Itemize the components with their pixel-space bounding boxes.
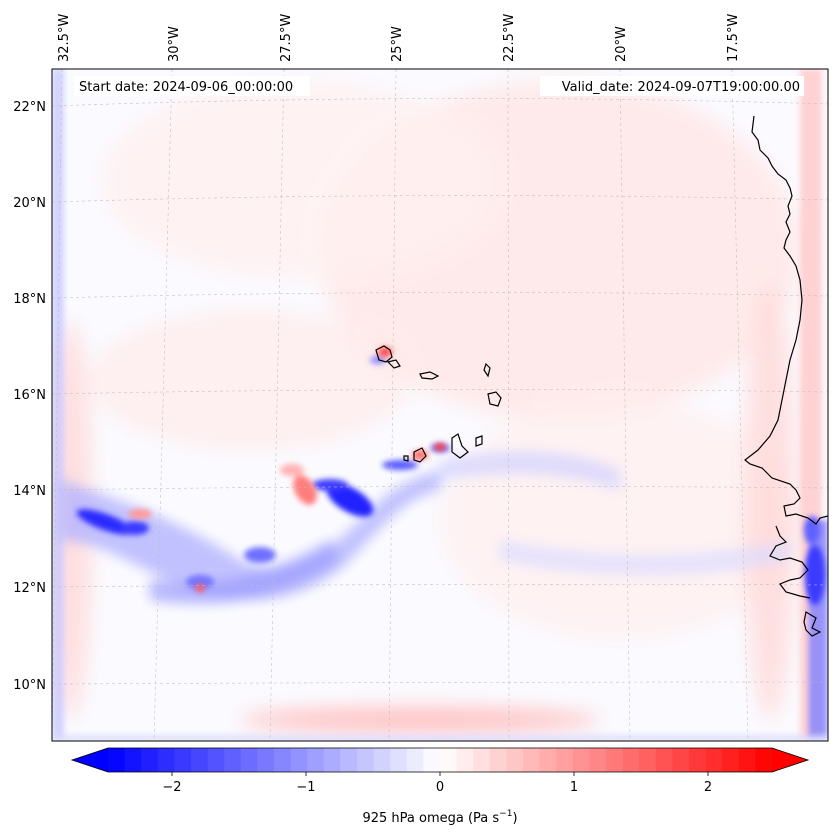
colorbar-segment (639, 748, 657, 772)
colorbar-extend-max (772, 748, 808, 772)
lat-labels: 22°N 20°N 18°N 16°N 14°N 12°N 10°N (13, 100, 46, 693)
lon-label: 20°W (614, 26, 629, 62)
colorbar-segment (141, 748, 159, 772)
colorbar-segment (423, 748, 441, 772)
colorbar-segment (672, 748, 690, 772)
colorbar-tick: −2 (162, 780, 181, 795)
colorbar-segment (689, 748, 707, 772)
colorbar-segment (572, 748, 590, 772)
colorbar-segment (489, 748, 507, 772)
colorbar-segment (606, 748, 624, 772)
colorbar: −2 −1 0 1 2 925 hPa omega (Pa s−1) (70, 747, 810, 826)
map-frame (51, 68, 829, 742)
lat-label: 12°N (13, 581, 46, 596)
colorbar-segment (622, 748, 640, 772)
lat-label: 18°N (13, 292, 46, 307)
colorbar-segment (406, 748, 424, 772)
colorbar-segment (589, 748, 607, 772)
lat-label: 14°N (13, 484, 46, 499)
colorbar-segment (157, 748, 175, 772)
start-date-label: Start date: 2024-09-06_00:00:00 (79, 80, 293, 95)
colorbar-segment (257, 748, 275, 772)
colorbar-segment (191, 748, 209, 772)
header-start: Start date: 2024-09-06_00:00:00 (74, 76, 310, 96)
colorbar-tick: 2 (704, 780, 712, 795)
colorbar-segment (207, 748, 225, 772)
colorbar-segment (108, 748, 126, 772)
colorbar-segment (523, 748, 541, 772)
lon-labels: 32.5°W 30°W 27.5°W 25°W 22.5°W 20°W 17.5… (57, 14, 741, 62)
colorbar-label: 925 hPa omega (Pa s−1) (362, 809, 517, 826)
lon-label: 22.5°W (502, 14, 517, 62)
colorbar-extend-min (72, 748, 108, 772)
colorbar-segments (108, 748, 773, 772)
valid-date-label: Valid_date: 2024-09-07T19:00:00.00 (562, 80, 800, 95)
colorbar-segment (323, 748, 341, 772)
colorbar-tick: −1 (296, 780, 315, 795)
lat-label: 10°N (13, 678, 46, 693)
lon-label: 30°W (167, 26, 182, 62)
lon-label: 27.5°W (279, 14, 294, 62)
lat-label: 20°N (13, 196, 46, 211)
lon-label: 32.5°W (57, 14, 72, 62)
coastlines (375, 115, 828, 637)
colorbar-segment (274, 748, 292, 772)
colorbar-segment (738, 748, 756, 772)
omega-field (52, 69, 828, 741)
colorbar-segment (340, 748, 358, 772)
colorbar-segment (655, 748, 673, 772)
colorbar-tick: 1 (570, 780, 578, 795)
colorbar-segment (224, 748, 242, 772)
lat-label: 22°N (13, 100, 46, 115)
lon-label: 25°W (390, 26, 405, 62)
colorbar-segment (755, 748, 773, 772)
colorbar-segment (174, 748, 192, 772)
colorbar-segment (705, 748, 723, 772)
colorbar-segment (456, 748, 474, 772)
colorbar-tick: 0 (436, 780, 444, 795)
colorbar-segment (722, 748, 740, 772)
lon-label: 17.5°W (726, 14, 741, 62)
colorbar-segment (124, 748, 142, 772)
colorbar-segment (440, 748, 458, 772)
colorbar-segment (556, 748, 574, 772)
colorbar-segment (539, 748, 557, 772)
lat-label: 16°N (13, 388, 46, 403)
header-valid: Valid_date: 2024-09-07T19:00:00.00 (540, 76, 804, 96)
colorbar-segment (390, 748, 408, 772)
colorbar-segment (240, 748, 258, 772)
colorbar-segment (506, 748, 524, 772)
colorbar-outline (70, 747, 810, 773)
gridlines (52, 69, 828, 741)
colorbar-segment (473, 748, 491, 772)
colorbar-segment (373, 748, 391, 772)
colorbar-segment (290, 748, 308, 772)
colorbar-segment (307, 748, 325, 772)
map-panel: Start date: 2024-09-06_00:00:00 Valid_da… (51, 68, 829, 742)
colorbar-segment (357, 748, 375, 772)
